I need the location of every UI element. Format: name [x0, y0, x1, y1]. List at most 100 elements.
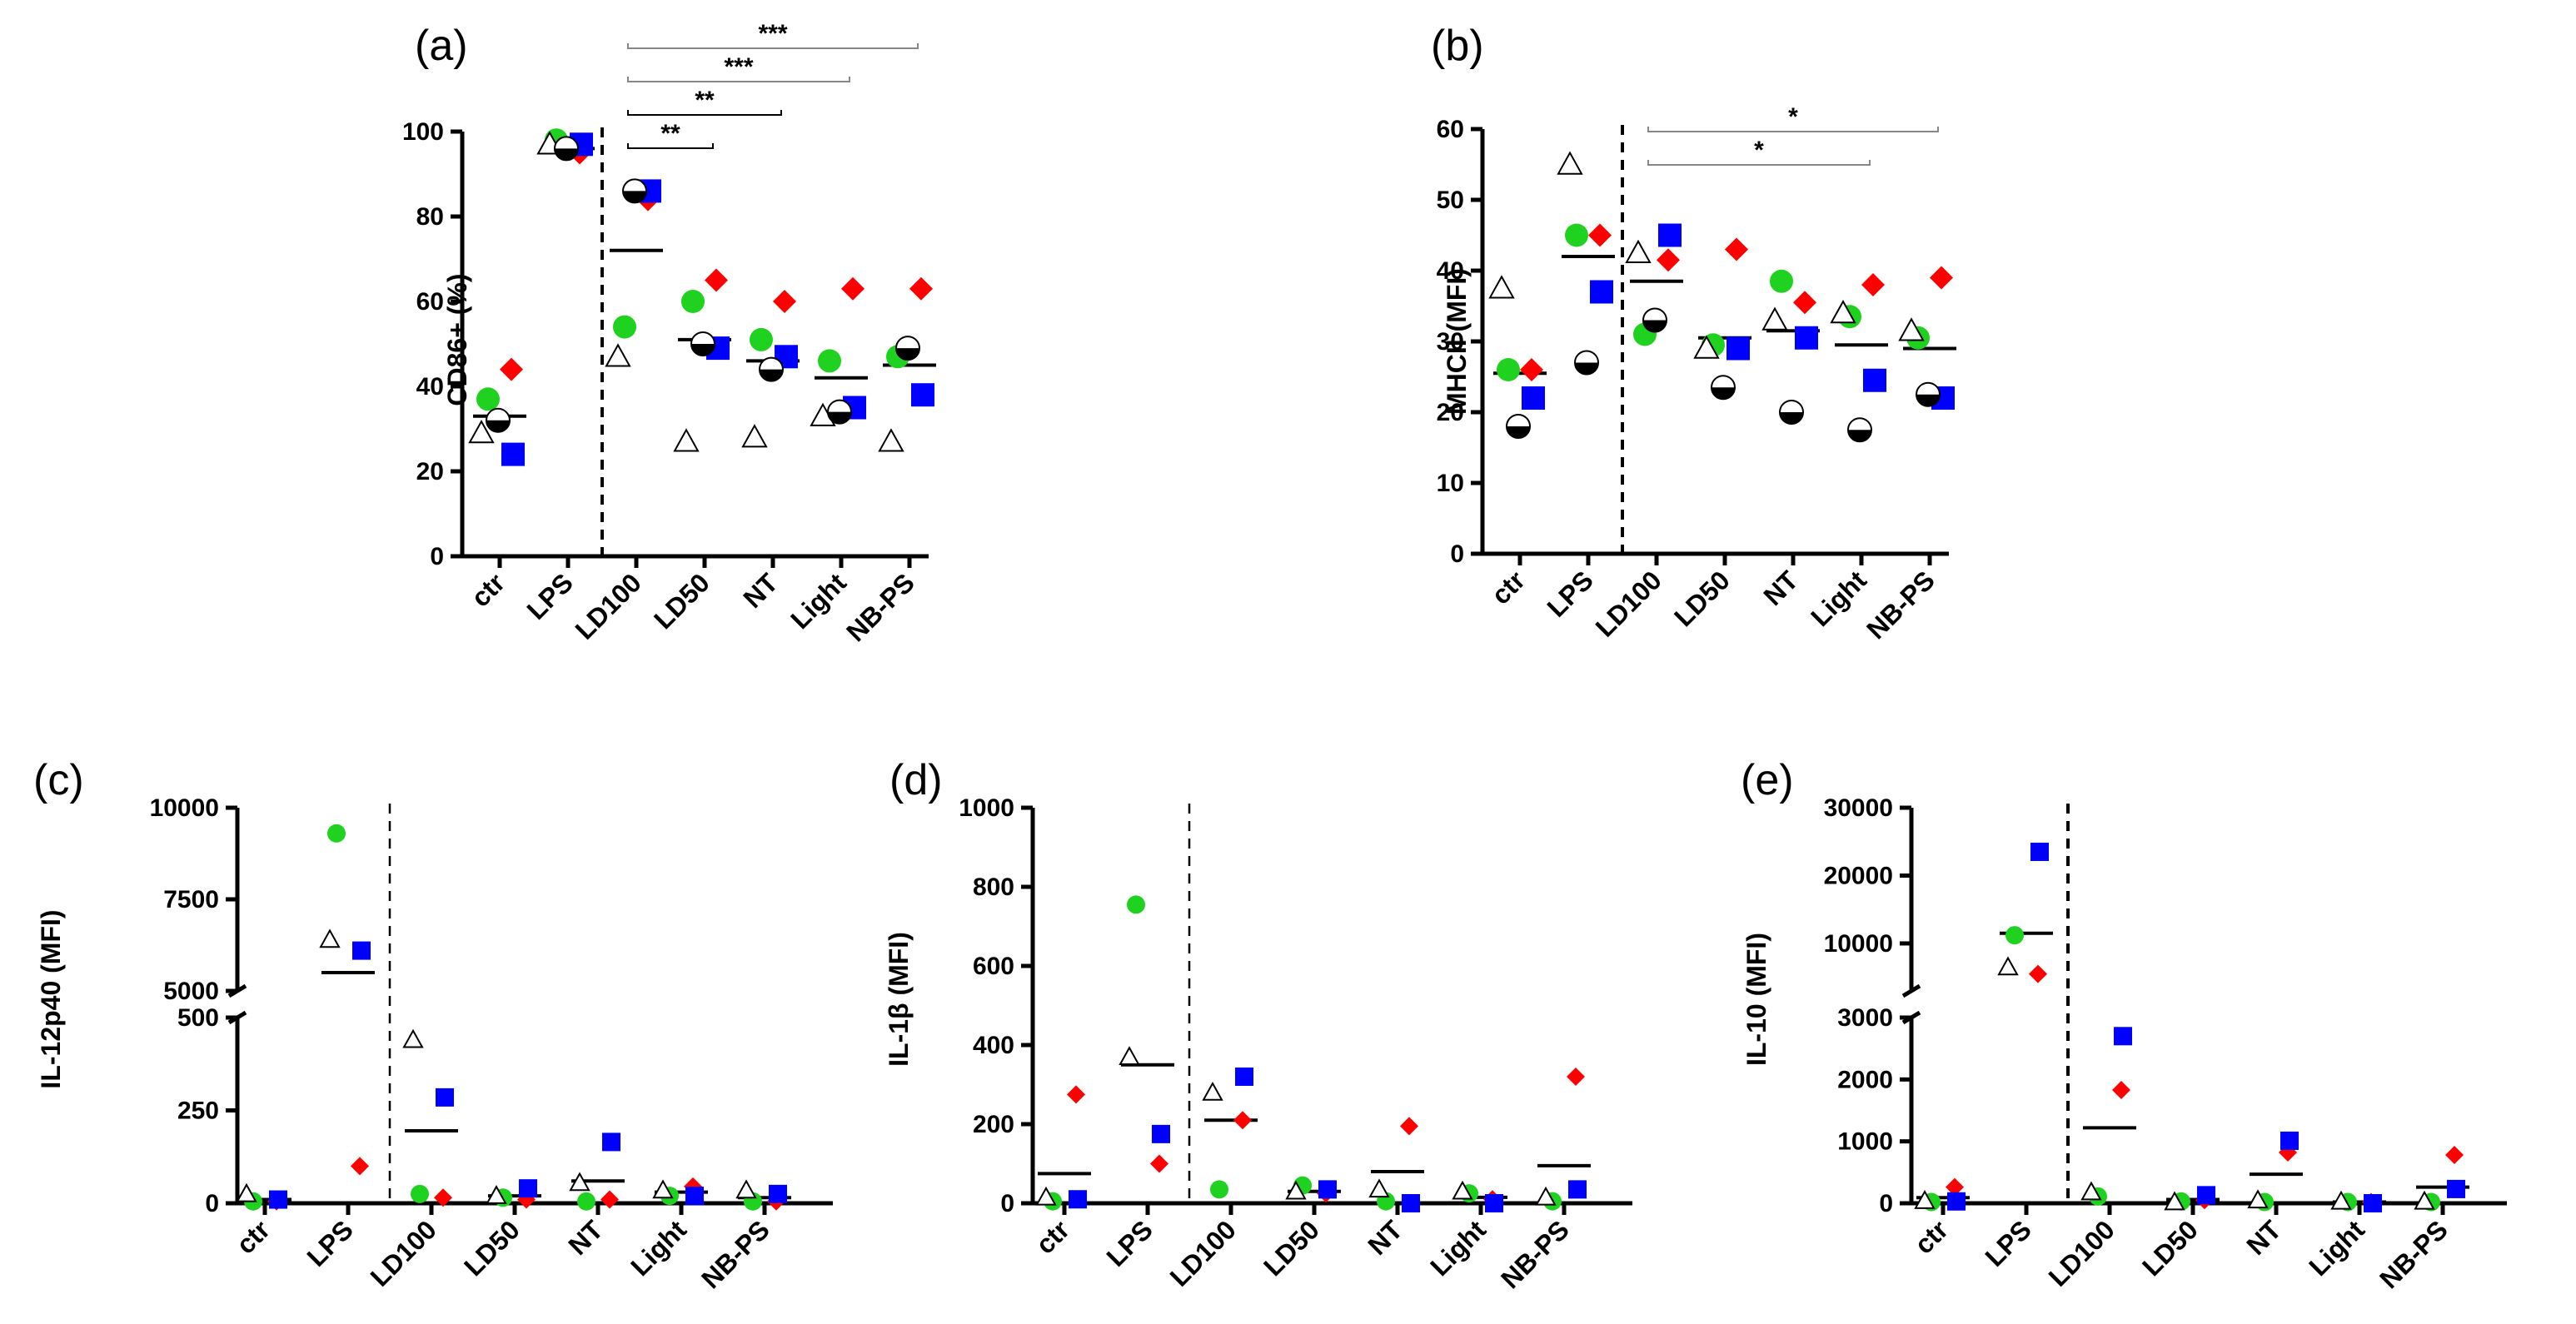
- significance-bracket: [627, 77, 850, 82]
- y-axis-title: IL-1β (MFI): [884, 932, 914, 1067]
- triangle-marker: [2247, 1189, 2269, 1209]
- x-tick-label: Light: [1424, 1214, 1492, 1282]
- half-circle-marker: [827, 399, 852, 425]
- significance-stars: *: [1788, 103, 1798, 131]
- square-marker: [769, 1184, 787, 1203]
- triangle-marker: [735, 1179, 757, 1199]
- square-marker: [1947, 1192, 1966, 1211]
- diamond-marker: [1150, 1154, 1168, 1173]
- circle-marker: [613, 315, 636, 339]
- y-tick-label: 80: [416, 203, 444, 231]
- square-marker: [2030, 842, 2049, 861]
- half-circle-fill: [896, 348, 919, 361]
- half-circle-marker: [1711, 375, 1736, 401]
- x-tick-label: LPS: [1979, 1214, 2036, 1272]
- triangle-marker: [569, 1172, 590, 1192]
- panel-label: (e): [1741, 756, 1794, 804]
- significance-bracket: [627, 43, 919, 49]
- diamond-marker: [351, 1157, 369, 1176]
- x-tick-label: NB-PS: [2374, 1214, 2454, 1294]
- triangle-marker: [1914, 1189, 1936, 1209]
- circle-marker: [681, 290, 705, 313]
- half-circle-fill: [1916, 394, 1940, 406]
- half-circle-fill: [1848, 430, 1871, 442]
- y-axis-title: CD86+ (%): [442, 273, 472, 406]
- square-marker: [1726, 336, 1750, 361]
- y-axis-title: MHCII (MFI): [1442, 268, 1472, 415]
- square-marker: [2447, 1179, 2465, 1198]
- half-circle-fill: [1712, 387, 1735, 400]
- y-tick-label: 10: [1437, 470, 1464, 497]
- y-tick-label: 600: [973, 953, 1014, 980]
- triangle-marker: [2080, 1181, 2102, 1201]
- y-tick-label: 7500: [163, 886, 219, 913]
- triangle-marker: [1368, 1178, 1390, 1198]
- y-tick-label: 40: [1437, 257, 1464, 285]
- half-circle-fill: [555, 148, 578, 161]
- x-tick-label: LD100: [2043, 1214, 2120, 1292]
- significance-stars: ***: [724, 53, 753, 81]
- diamond-marker: [1793, 291, 1816, 315]
- diamond-marker: [909, 276, 933, 301]
- diamond-marker: [1930, 266, 1953, 290]
- triangle-marker: [486, 1185, 507, 1204]
- diamond-marker: [2445, 1146, 2464, 1165]
- x-tick-label: NT: [1362, 1214, 1408, 1261]
- triangle-marker: [741, 424, 768, 448]
- square-marker: [1152, 1124, 1170, 1143]
- triangle-marker: [1557, 151, 1583, 175]
- y-tick-label: 250: [177, 1098, 219, 1125]
- panel-label: (a): [415, 22, 468, 70]
- x-tick-label: ctr: [1030, 1214, 1075, 1259]
- half-circle-marker: [622, 178, 647, 204]
- y-axis-title: IL-12p40 (MFI): [36, 909, 66, 1088]
- significance-bracket: [627, 143, 714, 149]
- x-tick-label: ctr: [1909, 1214, 1954, 1259]
- y-tick-label: 10000: [150, 794, 219, 822]
- panel-label: (c): [33, 756, 84, 804]
- diamond-marker: [1400, 1117, 1418, 1136]
- y-tick-label: 20: [1437, 399, 1464, 426]
- diamond-marker: [434, 1188, 452, 1207]
- square-marker: [269, 1190, 287, 1209]
- square-marker: [352, 941, 371, 960]
- y-tick-label: 30: [1437, 328, 1464, 356]
- y-tick-label: 3000: [1837, 1004, 1893, 1032]
- x-tick-label: LPS: [1100, 1214, 1158, 1272]
- y-tick-label: 500: [177, 1004, 219, 1032]
- half-circle-marker: [1847, 417, 1872, 443]
- square-marker: [501, 442, 525, 466]
- half-circle-marker: [690, 331, 715, 356]
- circle-marker: [1497, 358, 1520, 381]
- x-tick-label: NT: [562, 1214, 609, 1261]
- y-tick-label: 10000: [1824, 930, 1893, 958]
- y-tick-label: 40: [416, 373, 444, 401]
- x-tick-label: LD50: [458, 1214, 526, 1282]
- triangle-marker: [1693, 335, 1720, 359]
- triangle-marker: [1488, 275, 1515, 299]
- diamond-marker: [1567, 1068, 1585, 1086]
- y-tick-label: 5000: [163, 978, 219, 1005]
- square-marker: [1402, 1194, 1420, 1212]
- x-tick-label: LD100: [1164, 1214, 1242, 1292]
- half-circle-marker: [486, 407, 511, 433]
- y-tick-label: 0: [205, 1190, 219, 1217]
- x-tick-label: NT: [737, 567, 784, 614]
- y-tick-label: 0: [1879, 1190, 1893, 1217]
- triangle-marker: [236, 1182, 257, 1202]
- diamond-marker: [2112, 1080, 2130, 1099]
- y-tick-label: 60: [1437, 116, 1464, 143]
- diamond-marker: [1725, 237, 1748, 261]
- diamond-marker: [1067, 1085, 1085, 1104]
- x-tick-label: Light: [625, 1214, 692, 1282]
- square-marker: [1235, 1068, 1253, 1086]
- half-circle-fill: [1780, 412, 1803, 424]
- half-circle-fill: [486, 420, 510, 432]
- circle-marker: [327, 824, 346, 843]
- half-circle-fill: [623, 191, 646, 203]
- triangle-marker: [468, 420, 495, 444]
- circle-marker: [818, 349, 841, 373]
- circle-marker: [476, 387, 500, 411]
